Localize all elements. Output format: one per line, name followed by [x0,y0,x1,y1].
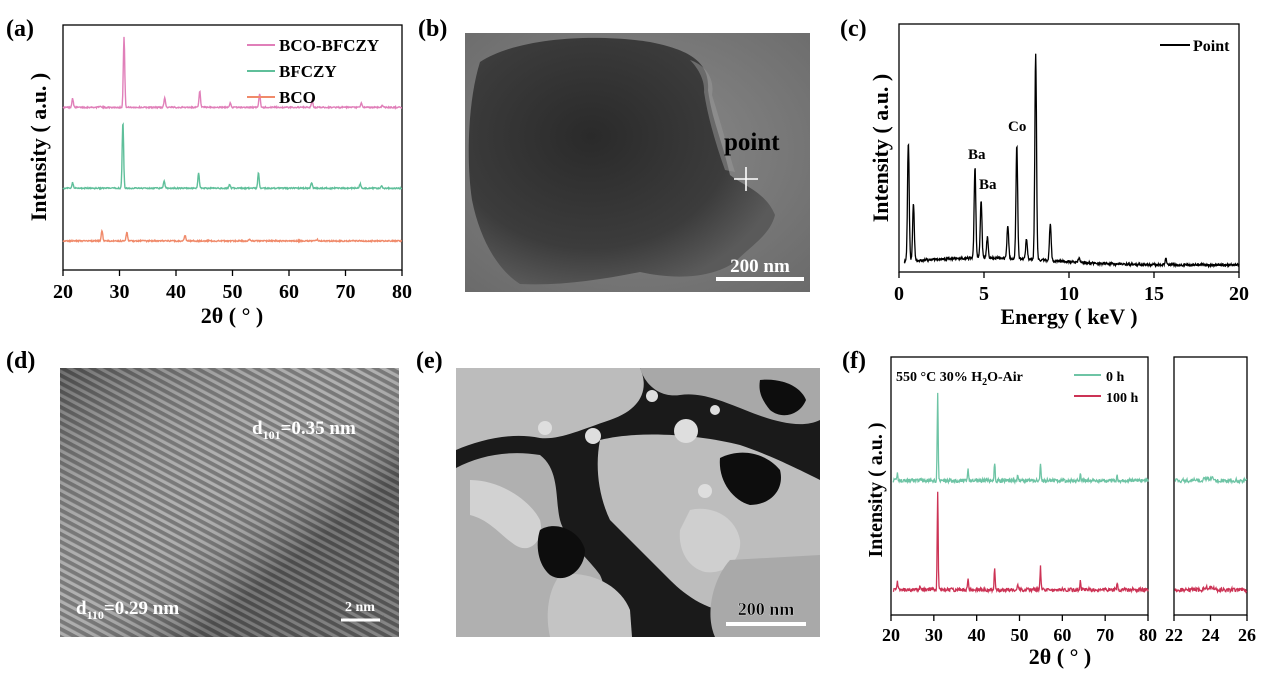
panel-a-label: (a) [6,16,34,42]
panel-c-x-ticks: 0 5 10 15 20 [894,272,1249,305]
panel-e: (e) 200 nm [416,348,820,637]
tem-particle-edge [690,60,735,172]
legend-label-bco-bfczy: BCO-BFCZY [279,36,379,55]
x-tick-label: 80 [1139,625,1157,645]
eds-peak-label-co: Co [1008,119,1026,135]
hrtem-shading [60,368,399,637]
legend-label-bco: BCO [279,88,316,107]
series-line-100-h [892,491,1149,594]
x-tick-label: 20 [1229,283,1249,305]
panel-f-xlabel: 2θ ( ° ) [1029,644,1091,669]
panel-f-label: (f) [842,348,866,374]
sem-scalebar-label: 200 nm [738,599,795,619]
d110-main: d [76,598,87,619]
sem-dark-pores [537,379,806,579]
panel-a-legend: BCO-BFCZY BFCZY BCO [247,36,379,107]
hrtem-scalebar-label: 2 nm [345,600,375,615]
x-tick-label: 60 [279,281,299,303]
panel-e-label: (e) [416,348,443,374]
eds-peak-label-ba-2: Ba [979,177,997,193]
panel-a-ylabel: Intensity ( a.u. ) [26,73,51,222]
d110-value: =0.29 nm [104,598,179,619]
x-tick-label: 0 [894,283,904,305]
legend-label-point: Point [1193,38,1230,55]
legend-label-bfczy: BFCZY [279,62,337,81]
tem-scalebar-label: 200 nm [730,256,790,277]
x-tick-label: 70 [336,281,356,303]
panel-f: (f) 20 30 40 50 60 70 80 22 24 26 550 °C 30% H2O-… [842,348,1256,669]
legend-label-100h: 100 h [1106,391,1139,406]
x-tick-label: 40 [968,625,986,645]
panel-f-inset-frame [1173,356,1248,616]
panel-c-plot-frame [898,23,1240,273]
series-line-bco-bfczy [62,36,402,110]
x-tick-label: 50 [1011,625,1029,645]
tem-particle [468,37,775,285]
series-line-bco [62,228,403,244]
panel-c-ylabel: Intensity ( a.u. ) [868,74,893,223]
panel-a-plot-frame [62,24,403,271]
x-tick-label: 30 [925,625,943,645]
x-tick-label: 24 [1202,625,1220,645]
panel-a-x-ticks: 20 30 40 50 60 70 80 [53,270,412,303]
panel-c-label: (c) [840,16,867,42]
panel-a-xlabel: 2θ ( ° ) [201,303,263,328]
d101-main: d [252,418,263,439]
x-tick-label: 5 [979,283,989,305]
inset-line-100-h [1174,583,1248,595]
panel-f-x-ticks: 20 30 40 50 60 70 80 22 24 26 [882,615,1256,645]
x-tick-label: 20 [882,625,900,645]
panel-c-series [903,53,1240,269]
panel-c: (c) 0 5 10 15 20 Ba Ba Co Energy ( keV ) Int… [840,16,1249,329]
legend-label-0h: 0 h [1106,370,1125,385]
d101-value: =0.35 nm [281,418,356,439]
x-tick-label: 70 [1096,625,1114,645]
d101-sub: 101 [263,428,281,442]
panel-a-series [62,36,403,244]
panel-d-label: (d) [6,348,35,374]
condition-pre: 550 °C 30% H [896,370,982,385]
tem-point-annotation: point [724,129,780,156]
panel-a: (a) 20 30 40 50 60 70 80 2θ ( ° ) Intensity ( … [6,16,412,328]
d110-sub: 110 [87,608,104,622]
x-tick-label: 60 [1053,625,1071,645]
x-tick-label: 30 [110,281,130,303]
hrtem-d101-annotation: d101=0.35 nm [252,418,356,442]
panel-b: (b) point 200 nm [418,16,810,292]
panel-f-series [892,392,1248,595]
sem-small-particles [538,390,720,498]
hrtem-d110-annotation: d110=0.29 nm [76,598,179,622]
panel-b-label: (b) [418,16,447,42]
panel-f-ylabel: Intensity ( a.u. ) [865,422,887,557]
series-line-bfczy [62,122,402,191]
eds-peak-label-ba-1: Ba [968,147,986,163]
x-tick-label: 22 [1165,625,1183,645]
x-tick-label: 40 [166,281,186,303]
crosshair-marker [734,167,758,191]
x-tick-label: 20 [53,281,73,303]
condition-post: O-Air [987,370,1023,385]
series-line-point [903,53,1240,269]
x-tick-label: 80 [392,281,412,303]
panel-d: (d) d101=0.35 nm d110=0.29 nm 2 nm [6,348,399,637]
panel-c-xlabel: Energy ( keV ) [1000,304,1137,329]
x-tick-label: 10 [1059,283,1079,305]
x-tick-label: 15 [1144,283,1164,305]
panel-f-condition: 550 °C 30% H2O-Air [896,370,1023,388]
series-line-0-h [892,392,1149,485]
x-tick-label: 50 [223,281,243,303]
x-tick-label: 26 [1238,625,1256,645]
inset-line-0-h [1174,475,1248,485]
condition-sub: 2 [982,377,987,388]
